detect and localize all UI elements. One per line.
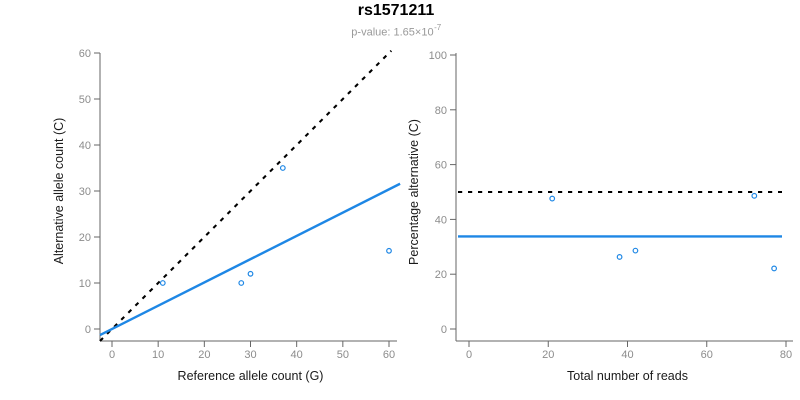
x-tick-label: 0 <box>466 349 472 361</box>
y-tick-label: 20 <box>79 232 91 244</box>
subtitle-exponent: -7 <box>434 23 442 32</box>
data-point <box>549 195 556 202</box>
x-tick-label: 10 <box>152 349 164 361</box>
data-point <box>247 270 254 277</box>
data-point <box>632 247 639 254</box>
right-chart: 0 20 40 60 80 0 20 40 60 80 100 Total number of rea… <box>407 50 793 383</box>
x-axis-title: Total number of reads <box>567 369 688 383</box>
left-chart: 0 10 20 30 40 50 60 0 10 20 30 40 50 60 Reference alle… <box>52 48 401 383</box>
y-tick-label: 40 <box>79 140 91 152</box>
y-tick-label: 30 <box>79 186 91 198</box>
x-tick-label: 30 <box>244 349 256 361</box>
y-tick-label: 80 <box>435 105 447 117</box>
identity-line <box>99 49 393 342</box>
data-point <box>238 280 245 286</box>
data-point <box>159 280 166 286</box>
figure-subtitle: p-value: 1.65×10-7 <box>0 22 792 40</box>
data-point <box>386 247 392 254</box>
y-tick-label: 0 <box>85 324 91 336</box>
subtitle-text: p-value: 1.65×10 <box>351 26 434 39</box>
data-point <box>751 192 758 199</box>
x-tick-label: 50 <box>337 349 349 361</box>
x-tick-label: 40 <box>621 349 633 361</box>
y-axis-title: Percentage alternative (C) <box>407 119 421 265</box>
y-tick-label: 10 <box>79 278 91 290</box>
y-tick-label: 20 <box>435 269 447 281</box>
y-tick-label: 100 <box>429 50 447 62</box>
y-tick-label: 40 <box>435 214 447 226</box>
data-point <box>279 165 286 171</box>
x-tick-label: 20 <box>198 349 210 361</box>
data-point <box>616 254 623 260</box>
x-tick-label: 60 <box>701 349 713 361</box>
y-tick-label: 60 <box>435 160 447 172</box>
x-tick-label: 20 <box>542 349 554 361</box>
x-tick-label: 60 <box>383 349 395 361</box>
y-tick-label: 0 <box>441 324 447 336</box>
x-tick-label: 0 <box>109 349 115 361</box>
x-tick-label: 40 <box>291 349 303 361</box>
y-axis-title: Alternative allele count (C) <box>52 118 66 265</box>
figure-title: rs1571211 <box>357 2 435 19</box>
x-tick-label: 80 <box>780 349 792 361</box>
data-point <box>771 265 778 272</box>
y-tick-label: 60 <box>79 48 91 60</box>
fit-line <box>99 182 401 337</box>
x-axis-title: Reference allele count (G) <box>178 369 324 383</box>
y-tick-label: 50 <box>79 94 91 106</box>
